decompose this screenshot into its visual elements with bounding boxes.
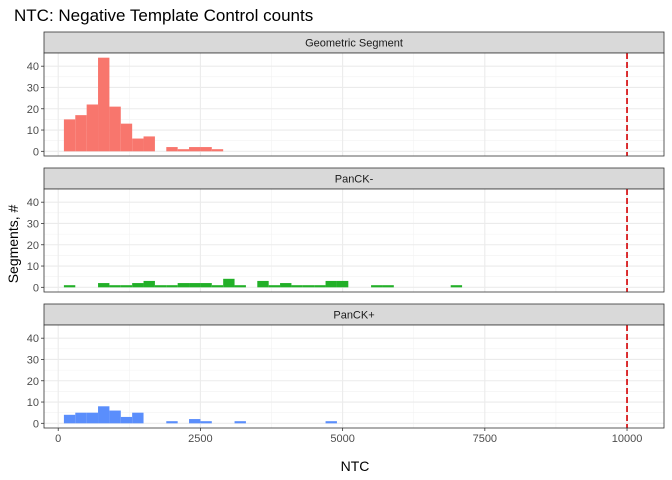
histogram-bar: [75, 115, 87, 152]
facet-label: Geometric Segment: [305, 38, 403, 50]
chart-title: NTC: Negative Template Control counts: [14, 6, 313, 25]
histogram-bar: [120, 416, 133, 424]
panel-background: [44, 325, 664, 428]
histogram-bar: [189, 419, 201, 424]
y-tick-label: 20: [27, 376, 39, 388]
histogram-bar: [109, 106, 121, 152]
facet-panels: Geometric Segment 0 10 20 30 40 PanCK- 0 10 20 30 4…: [27, 31, 665, 430]
y-tick-label: 20: [27, 240, 39, 252]
histogram-bar: [200, 283, 212, 288]
y-tick-label: 40: [27, 61, 39, 73]
panel-background: [44, 189, 664, 292]
histogram-bar: [177, 149, 190, 152]
y-tick-label: 30: [27, 82, 39, 94]
x-tick-label: 5000: [330, 433, 354, 445]
histogram-bar: [166, 285, 178, 288]
histogram-bar: [200, 421, 212, 424]
histogram-bar: [211, 285, 224, 288]
histogram-bar: [109, 410, 121, 424]
x-tick-label: 2500: [188, 433, 212, 445]
histogram-bar: [120, 285, 133, 288]
histogram-bar: [234, 285, 246, 288]
histogram-bar: [371, 285, 383, 288]
histogram-bar: [382, 285, 394, 288]
facet-panel: PanCK+ 0 10 20 30 40: [27, 303, 665, 430]
histogram-bar: [63, 414, 76, 424]
y-tick-label: 40: [27, 197, 39, 209]
histogram-bar: [177, 283, 190, 288]
y-tick-label: 0: [33, 146, 39, 158]
y-tick-label: 20: [27, 104, 39, 116]
y-tick-label: 10: [27, 125, 39, 137]
histogram-bar: [268, 285, 281, 288]
y-tick-label: 10: [27, 261, 39, 273]
facet-label: PanCK+: [333, 310, 374, 322]
histogram-bar: [291, 285, 303, 288]
histogram-bar: [98, 57, 110, 152]
facet-panel: PanCK- 0 10 20 30 40: [27, 167, 665, 294]
x-axis: 0 2500 5000 7500 10000: [55, 428, 642, 445]
panel-border: [43, 188, 665, 293]
histogram-bar: [109, 285, 121, 288]
histogram-bar: [86, 412, 99, 424]
y-tick-label: 30: [27, 354, 39, 366]
histogram-bar: [200, 147, 212, 152]
x-tick-label: 0: [55, 433, 61, 445]
histogram-bar: [166, 147, 178, 152]
x-tick-label: 7500: [473, 433, 497, 445]
y-tick-label: 0: [33, 418, 39, 430]
histogram-bar: [234, 421, 246, 424]
histogram-bar: [280, 283, 292, 288]
histogram-bar: [143, 280, 155, 288]
y-axis-title: Segments, #: [5, 204, 21, 283]
facet-label: PanCK-: [335, 174, 374, 186]
x-tick-label: 10000: [612, 433, 643, 445]
facet-panel: Geometric Segment 0 10 20 30 40: [27, 31, 665, 158]
histogram-bar: [98, 406, 110, 424]
histogram-bar: [314, 285, 326, 288]
y-tick-label: 10: [27, 397, 39, 409]
histogram-bar: [98, 283, 110, 288]
histogram-bar: [302, 285, 315, 288]
histogram-bar: [257, 280, 269, 288]
histogram-bar: [166, 421, 178, 424]
y-tick-label: 40: [27, 333, 39, 345]
histogram-bar: [86, 104, 99, 152]
histogram-bar: [211, 149, 224, 152]
histogram-bar: [63, 119, 76, 152]
histogram-bar: [154, 285, 167, 288]
histogram-bar: [132, 412, 144, 424]
histogram-bar: [132, 138, 144, 152]
histogram-bar: [336, 280, 349, 288]
histogram-bar: [143, 136, 155, 152]
panel-border: [43, 52, 665, 157]
y-tick-label: 30: [27, 218, 39, 230]
histogram-bar: [223, 278, 235, 288]
histogram-bar: [75, 412, 87, 424]
histogram-bar: [189, 283, 201, 288]
histogram-bar: [325, 421, 337, 424]
y-tick-label: 0: [33, 282, 39, 294]
histogram-bar: [120, 123, 133, 152]
histogram-bar: [132, 283, 144, 288]
histogram-bar: [450, 285, 463, 288]
x-axis-title: NTC: [341, 458, 370, 474]
histogram-bar: [63, 285, 76, 288]
histogram-bar: [325, 280, 337, 288]
panel-border: [43, 324, 665, 429]
histogram-bar: [189, 147, 201, 152]
